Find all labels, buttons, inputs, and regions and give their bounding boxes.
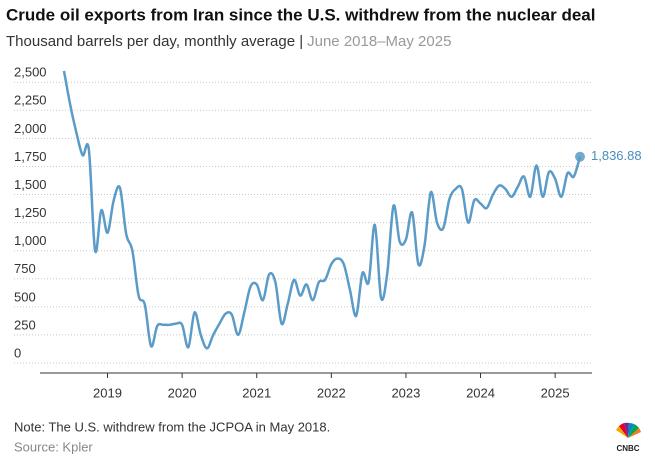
end-point	[575, 151, 585, 162]
y-tick-label: 2,000	[14, 121, 47, 136]
x-tick-label: 2025	[541, 385, 570, 400]
source: Source: Kpler	[14, 439, 93, 454]
x-tick-label: 2023	[391, 385, 420, 400]
x-tick-label: 2020	[168, 385, 197, 400]
subtitle: Thousand barrels per day, monthly averag…	[6, 33, 451, 50]
subtitle-text: Thousand barrels per day, monthly averag…	[6, 33, 303, 50]
y-tick-label: 2,250	[14, 93, 47, 108]
y-tick-label: 1,000	[14, 233, 47, 248]
x-tick-label: 2019	[93, 385, 122, 400]
note: Note: The U.S. withdrew from the JCPOA i…	[14, 419, 330, 434]
subtitle-period: June 2018–May 2025	[307, 33, 451, 50]
y-tick-label: 1,500	[14, 177, 47, 192]
y-tick-label: 1,250	[14, 205, 47, 220]
brand: CNBC	[616, 444, 639, 453]
y-tick-label: 2,500	[14, 65, 47, 80]
x-tick-label: 2021	[242, 385, 271, 400]
y-tick-label: 500	[14, 289, 36, 304]
y-tick-label: 250	[14, 317, 36, 332]
x-tick-label: 2022	[317, 385, 346, 400]
y-tick-label: 0	[14, 345, 21, 360]
y-tick-label: 750	[14, 261, 36, 276]
y-tick-label: 1,750	[14, 149, 47, 164]
line	[62, 70, 582, 350]
value-label: 1,836.88	[591, 148, 642, 163]
logo	[616, 422, 641, 438]
chart-title: Crude oil exports from Iran since the U.…	[6, 5, 595, 24]
x-tick-label: 2024	[466, 385, 495, 400]
